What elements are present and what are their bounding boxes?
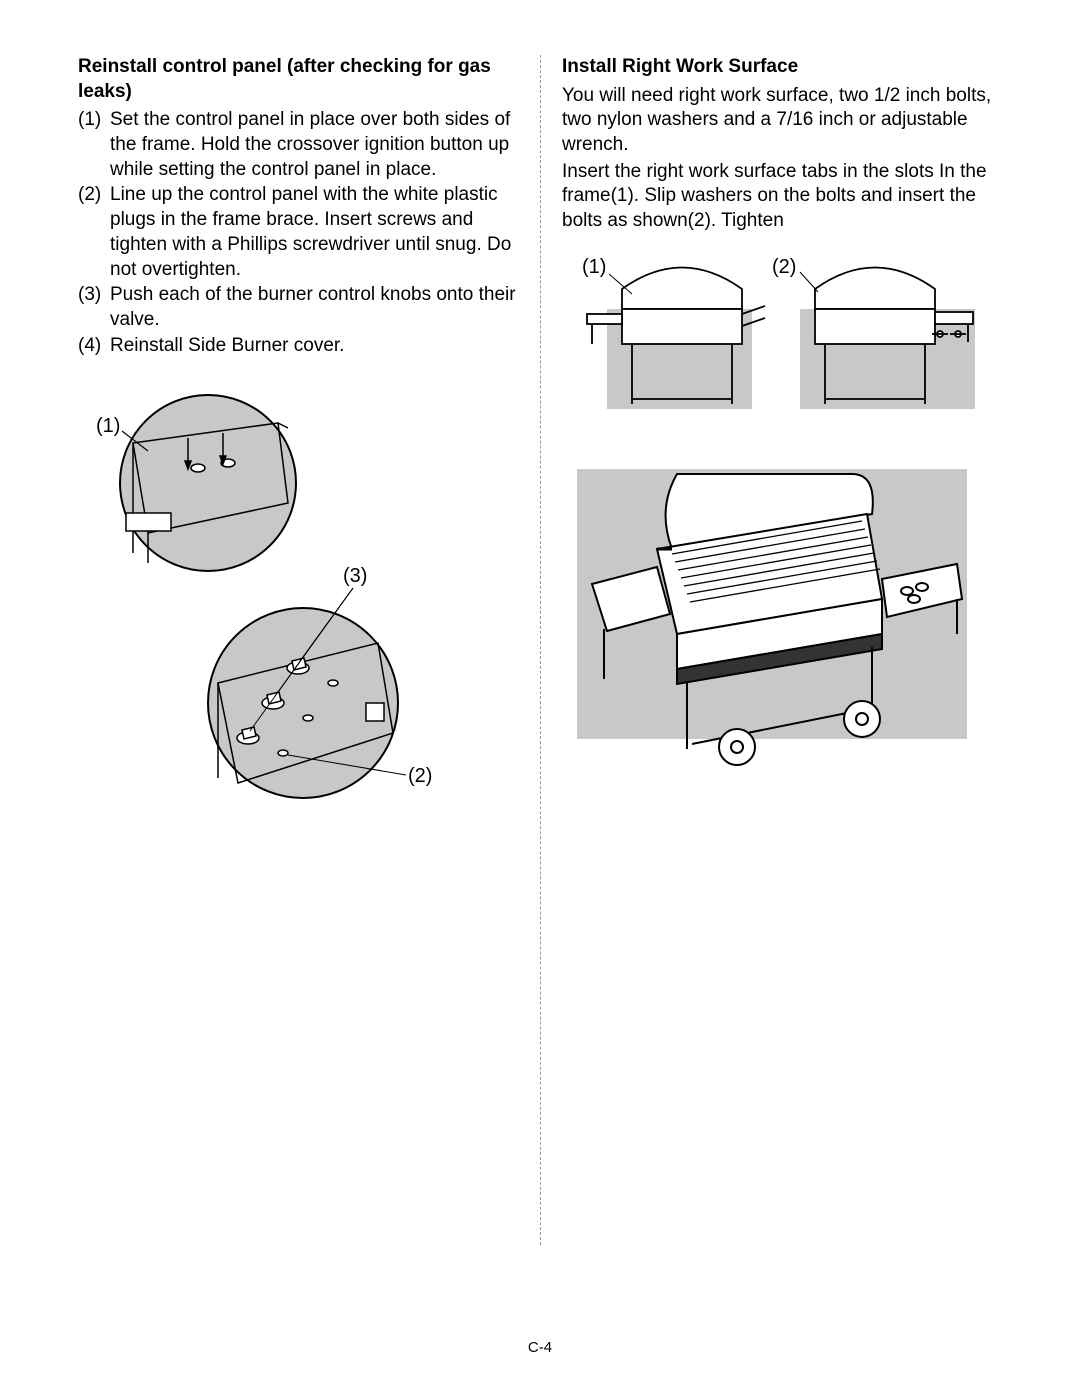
list-item: (1) Set the control panel in place over … bbox=[78, 108, 526, 182]
fig-label-1: (1) bbox=[96, 413, 120, 439]
left-column: Reinstall control panel (after checking … bbox=[78, 55, 544, 843]
left-heading: Reinstall control panel (after checking … bbox=[78, 55, 526, 104]
right-bottom-svg bbox=[562, 459, 992, 769]
right-figure-bottom bbox=[562, 459, 992, 769]
right-column: Install Right Work Surface You will need… bbox=[544, 55, 1010, 843]
list-item: (2) Line up the control panel with the w… bbox=[78, 183, 526, 282]
fig-label-2: (2) bbox=[772, 254, 796, 280]
right-para-2: Insert the right work surface tabs in th… bbox=[562, 160, 1010, 234]
fig-label-1: (1) bbox=[582, 254, 606, 280]
step-text: Line up the control panel with the white… bbox=[110, 183, 526, 282]
fig-label-3: (3) bbox=[343, 563, 367, 589]
step-num: (2) bbox=[78, 183, 110, 282]
step-num: (3) bbox=[78, 283, 110, 332]
list-item: (3) Push each of the burner control knob… bbox=[78, 283, 526, 332]
right-para-1: You will need right work surface, two 1/… bbox=[562, 84, 1010, 158]
column-divider bbox=[540, 55, 541, 1245]
page-number: C-4 bbox=[0, 1338, 1080, 1358]
step-text: Push each of the burner control knobs on… bbox=[110, 283, 526, 332]
right-heading: Install Right Work Surface bbox=[562, 55, 1010, 80]
left-diagram-svg bbox=[78, 383, 448, 843]
list-item: (4) Reinstall Side Burner cover. bbox=[78, 334, 526, 359]
step-num: (4) bbox=[78, 334, 110, 359]
step-text: Reinstall Side Burner cover. bbox=[110, 334, 526, 359]
fig-label-2: (2) bbox=[408, 763, 432, 789]
right-figure-top: (1) (2) bbox=[562, 249, 992, 429]
left-steps-list: (1) Set the control panel in place over … bbox=[78, 108, 526, 358]
page: Reinstall control panel (after checking … bbox=[0, 0, 1080, 883]
step-num: (1) bbox=[78, 108, 110, 182]
step-text: Set the control panel in place over both… bbox=[110, 108, 526, 182]
left-figure: (1) (3) (2) bbox=[78, 383, 448, 843]
